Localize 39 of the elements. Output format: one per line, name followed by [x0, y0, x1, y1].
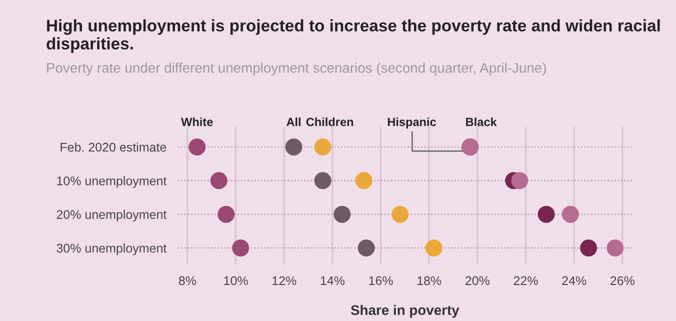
chart-subtitle: Poverty rate under different unemployment scenarios (second quarter, April-June): [47, 62, 546, 76]
point: [580, 239, 598, 256]
x-tick-label: 16%: [369, 276, 393, 286]
point: [355, 172, 372, 190]
point: [358, 239, 375, 256]
point: [210, 172, 228, 190]
point: [392, 206, 409, 223]
point: [562, 206, 579, 223]
chart-title: High unemployment is projected to increase the poverty rate and widen racial disparities.: [46, 19, 660, 53]
x-axis-title: Share in poverty: [350, 304, 460, 318]
point: [538, 206, 555, 223]
series-label: White: [181, 117, 213, 126]
point: [334, 206, 351, 223]
x-tick-label: 10%: [224, 276, 248, 286]
point: [425, 239, 442, 256]
x-tick-label: 14%: [320, 276, 344, 286]
point: [188, 138, 206, 156]
x-tick-label: 26%: [610, 276, 634, 286]
point: [606, 239, 624, 256]
x-tick-label: 18%: [418, 276, 442, 286]
x-tick-label: 20%: [466, 276, 490, 286]
point: [218, 206, 235, 223]
point: [511, 172, 528, 190]
x-tick-label: 22%: [514, 276, 538, 286]
point: [314, 138, 332, 156]
series-label: Children: [306, 117, 354, 126]
series-label: All: [286, 117, 300, 126]
text: Hispanic: [388, 117, 436, 128]
series-label: Black: [466, 117, 497, 126]
y-tick-label: 30% unemployment: [56, 243, 167, 256]
x-tick-label: 8%: [178, 276, 196, 286]
point: [285, 138, 302, 156]
y-tick-label: Feb. 2020 estimate: [60, 142, 166, 152]
y-tick-label: 10% unemployment: [57, 176, 167, 188]
x-tick-label: 24%: [562, 276, 586, 286]
point: [232, 239, 250, 256]
point: [314, 172, 332, 190]
x-tick-label: 12%: [272, 276, 296, 286]
y-tick-label: 20% unemployment: [56, 210, 167, 222]
